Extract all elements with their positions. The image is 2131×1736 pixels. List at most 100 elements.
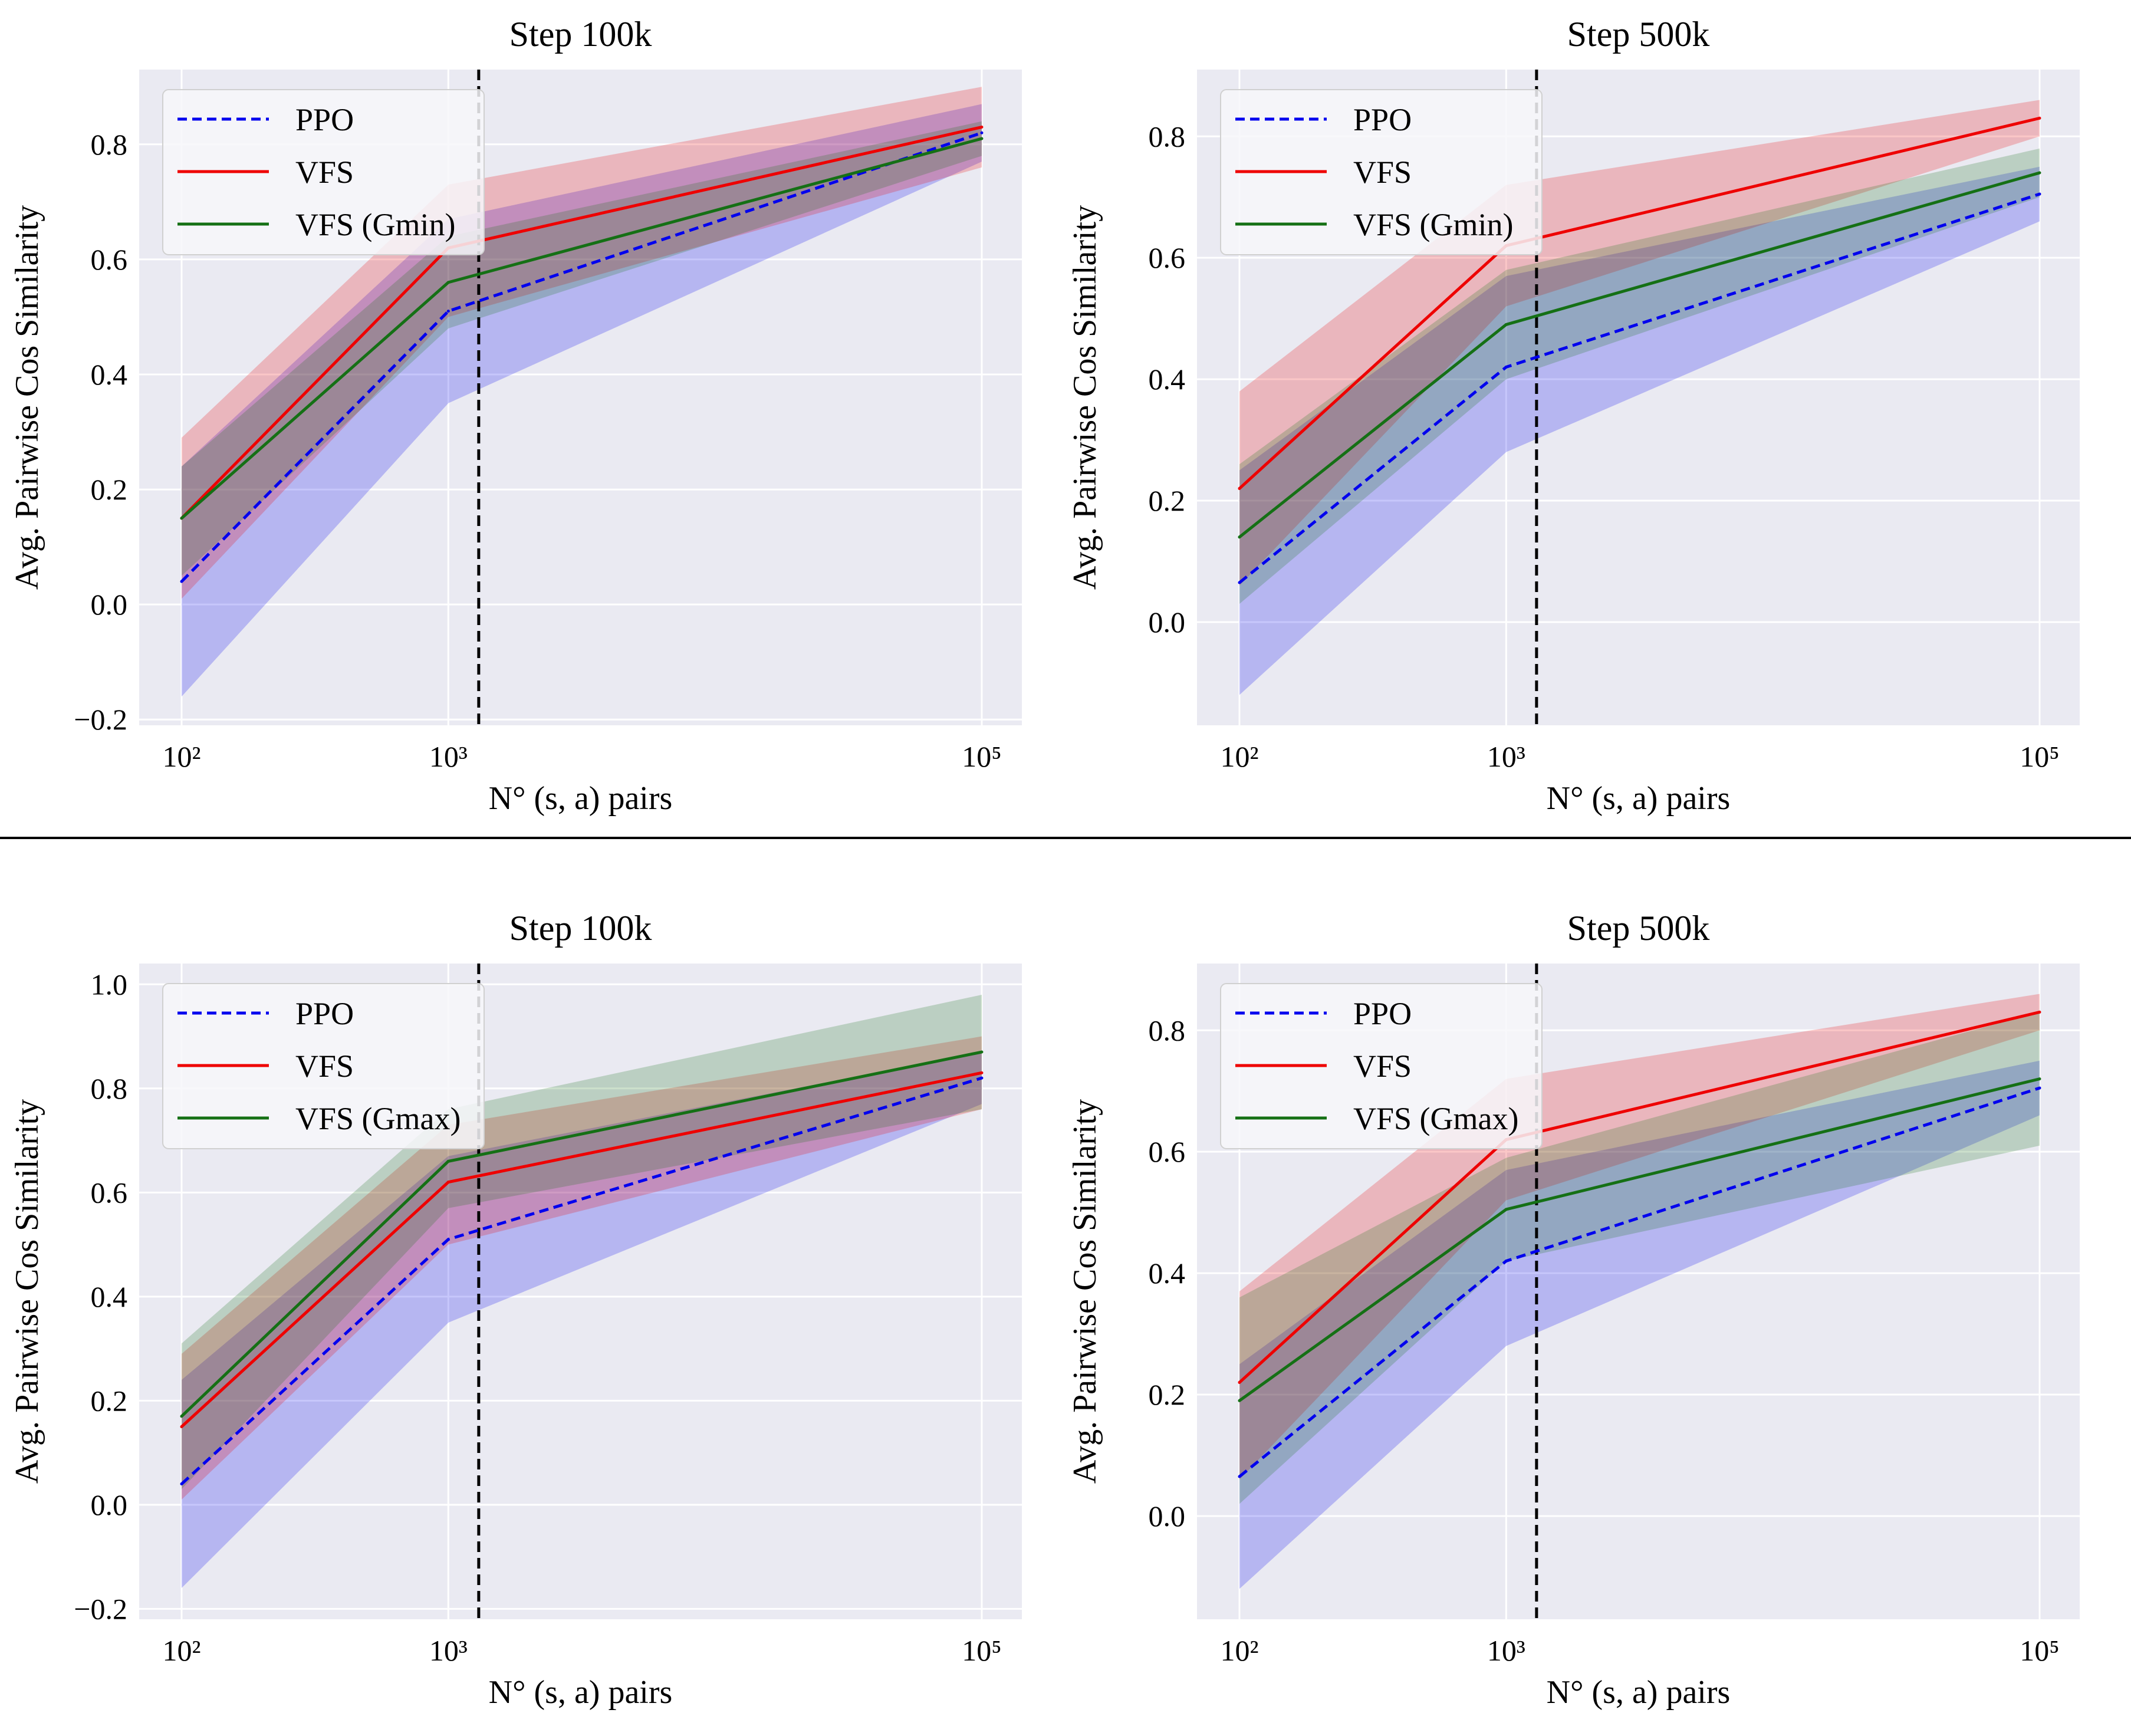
y-axis-label: Avg. Pairwise Cos Similarity xyxy=(1067,205,1103,590)
y-axis-label: Avg. Pairwise Cos Similarity xyxy=(9,1099,45,1484)
y-axis-label: Avg. Pairwise Cos Similarity xyxy=(9,205,45,590)
data-point-variant xyxy=(1504,323,1508,326)
legend: PPO VFS VFS (Gmax) xyxy=(1220,983,1543,1149)
x-tick-label: 10³ xyxy=(1487,740,1525,773)
chart-title: Step 100k xyxy=(509,909,652,948)
y-tick-label: 0.0 xyxy=(91,588,128,621)
chart-title: Step 500k xyxy=(1567,15,1710,54)
x-axis-label: N° (s, a) pairs xyxy=(1547,780,1731,817)
data-point-variant xyxy=(446,281,450,284)
series-line-ppo xyxy=(180,131,982,583)
data-point-ppo xyxy=(180,580,183,583)
band-variant xyxy=(1239,148,2040,604)
data-point-variant xyxy=(1504,1208,1508,1211)
legend-box xyxy=(162,983,485,1149)
chart-title: Step 500k xyxy=(1567,909,1710,948)
data-point-vfs xyxy=(2038,1010,2041,1014)
y-tick-label: 0.2 xyxy=(1149,484,1186,517)
data-point-variant xyxy=(2038,1077,2041,1081)
band-variant xyxy=(1239,1012,2040,1504)
band-vfs xyxy=(182,1036,982,1500)
x-tick-label: 10⁵ xyxy=(962,1634,1001,1667)
legend-label-vfs: VFS xyxy=(1353,154,1412,190)
data-point-ppo xyxy=(1504,1260,1508,1263)
legend-box xyxy=(1220,983,1543,1149)
legend-label-ppo: PPO xyxy=(295,996,354,1031)
y-tick-label: 0.4 xyxy=(91,358,128,391)
y-tick-label: −0.2 xyxy=(74,1592,127,1625)
y-tick-label: 0.4 xyxy=(1149,363,1186,396)
y-tick-label: 0.4 xyxy=(91,1280,128,1313)
band-ppo xyxy=(182,104,982,697)
legend-label-variant: VFS (Gmax) xyxy=(295,1101,461,1136)
y-tick-label: 0.6 xyxy=(1149,1135,1186,1168)
data-point-variant xyxy=(180,1415,183,1418)
band-variant xyxy=(182,121,982,576)
legend-label-vfs: VFS xyxy=(1353,1048,1412,1084)
x-tick-label: 10² xyxy=(1221,1634,1259,1667)
y-tick-label: 0.2 xyxy=(91,1384,128,1417)
data-point-vfs xyxy=(180,1425,183,1428)
y-tick-label: −0.2 xyxy=(74,703,127,736)
x-axis-label: N° (s, a) pairs xyxy=(1547,1674,1731,1711)
data-point-vfs xyxy=(980,126,984,129)
legend: PPO VFS VFS (Gmin) xyxy=(1220,89,1543,255)
data-point-ppo xyxy=(1504,366,1508,369)
x-tick-label: 10² xyxy=(163,1634,201,1667)
band-ppo xyxy=(182,1052,982,1589)
chart-panel-4: 0.0 0.2 0.4 0.6 0.8 10² 10³ 10⁵ Step 500k N° (s, … xyxy=(1067,909,2080,1711)
data-point-variant xyxy=(1238,535,1241,539)
chart-title: Step 100k xyxy=(509,15,652,54)
data-point-variant xyxy=(1238,1399,1241,1402)
chart-panel-2: 0.0 0.2 0.4 0.6 0.8 10² 10³ 10⁵ Step 500k N° (s, … xyxy=(1067,15,2080,817)
legend-label-vfs: VFS xyxy=(295,1048,354,1084)
band-variant xyxy=(182,994,982,1490)
data-point-vfs xyxy=(980,1071,984,1074)
legend-box xyxy=(162,89,485,255)
x-tick-label: 10⁵ xyxy=(2020,740,2059,773)
x-tick-label: 10³ xyxy=(1487,1634,1525,1667)
legend-label-variant: VFS (Gmax) xyxy=(1353,1101,1519,1136)
data-point-ppo xyxy=(1238,1475,1241,1478)
data-point-ppo xyxy=(980,131,984,134)
y-tick-label: 0.0 xyxy=(1149,1500,1186,1533)
y-tick-label: 0.8 xyxy=(91,1072,128,1105)
x-tick-label: 10³ xyxy=(429,740,468,773)
data-point-ppo xyxy=(1238,581,1241,584)
x-tick-label: 10³ xyxy=(429,1634,468,1667)
data-point-variant xyxy=(980,1050,984,1054)
y-tick-label: 0.0 xyxy=(91,1488,128,1521)
y-tick-label: 0.2 xyxy=(91,473,128,506)
y-tick-label: 0.8 xyxy=(1149,1014,1186,1047)
data-point-variant xyxy=(980,137,984,140)
y-tick-label: 0.8 xyxy=(91,128,128,161)
legend: PPO VFS VFS (Gmin) xyxy=(162,89,485,255)
y-tick-label: 0.8 xyxy=(1149,120,1186,153)
data-point-variant xyxy=(2038,171,2041,175)
data-point-ppo xyxy=(180,1482,183,1486)
x-axis-label: N° (s, a) pairs xyxy=(489,780,673,817)
charts-layer: −0.2 0.0 0.2 0.4 0.6 0.8 10² 10³ 10⁵ Step 100k N° … xyxy=(9,15,2080,1711)
x-axis-label: N° (s, a) pairs xyxy=(489,1674,673,1711)
x-tick-label: 10² xyxy=(1221,740,1259,773)
band-ppo xyxy=(1239,1060,2040,1589)
data-point-ppo xyxy=(446,1238,450,1241)
band-vfs xyxy=(182,87,982,599)
data-point-ppo xyxy=(446,310,450,313)
legend-label-ppo: PPO xyxy=(295,102,354,137)
y-tick-label: 1.0 xyxy=(91,968,128,1001)
chart-panel-3: −0.2 0.0 0.2 0.4 0.6 0.8 1.0 10² 10³ 10⁵ Step 100k… xyxy=(9,909,1022,1711)
legend-label-ppo: PPO xyxy=(1353,996,1412,1031)
data-point-vfs xyxy=(2038,116,2041,120)
data-point-vfs xyxy=(1238,486,1241,490)
data-point-vfs xyxy=(1238,1380,1241,1384)
y-tick-label: 0.4 xyxy=(1149,1257,1186,1290)
legend-label-variant: VFS (Gmin) xyxy=(1353,207,1514,242)
x-tick-label: 10² xyxy=(163,740,201,773)
legend-label-variant: VFS (Gmin) xyxy=(295,207,456,242)
data-point-ppo xyxy=(980,1076,984,1080)
x-tick-label: 10⁵ xyxy=(2020,1634,2059,1667)
y-tick-label: 0.2 xyxy=(1149,1378,1186,1411)
y-tick-label: 0.0 xyxy=(1149,606,1186,639)
